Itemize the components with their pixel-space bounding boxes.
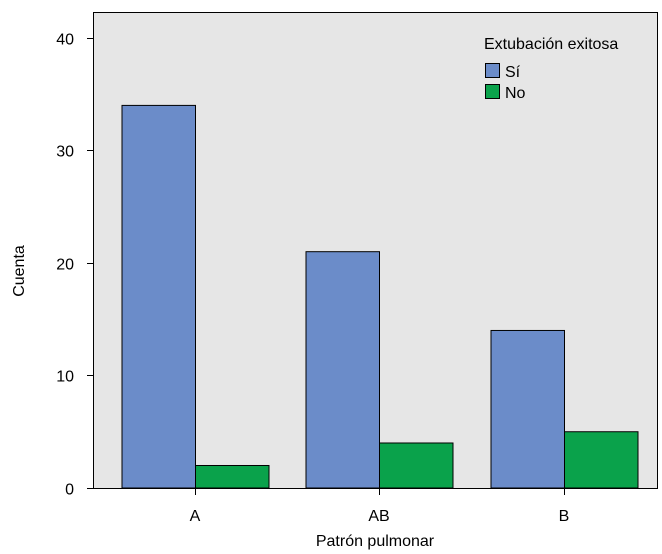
x-axis: A AB B [190, 488, 570, 525]
x-axis-title: Patrón pulmonar [316, 533, 435, 550]
y-axis-title: Cuenta [11, 245, 28, 297]
legend-title: Extubación exitosa [484, 36, 618, 53]
y-tick-label: 30 [56, 144, 74, 161]
legend-swatch-si [485, 63, 500, 78]
y-tick-label: 40 [56, 32, 74, 49]
bar-no-b [564, 431, 639, 489]
x-tick-label: B [559, 508, 570, 525]
legend-label-no: No [505, 85, 526, 102]
x-tick-label: A [190, 508, 201, 525]
y-axis: 0 10 20 30 40 [56, 12, 94, 499]
legend-swatch-no [485, 84, 500, 99]
bar-no-a [195, 464, 270, 489]
y-tick-label: 10 [56, 369, 74, 386]
bar-no-ab [379, 442, 454, 489]
y-tick-label: 20 [56, 257, 74, 274]
bar-si-ab [305, 251, 380, 489]
legend: Extubación exitosa Sí No [484, 36, 618, 102]
bars-group [121, 104, 639, 489]
bar-si-a [121, 104, 196, 489]
legend-label-si: Sí [505, 64, 521, 81]
y-tick-label: 0 [65, 482, 74, 499]
x-tick-label: AB [368, 508, 389, 525]
bar-si-b [490, 329, 565, 489]
